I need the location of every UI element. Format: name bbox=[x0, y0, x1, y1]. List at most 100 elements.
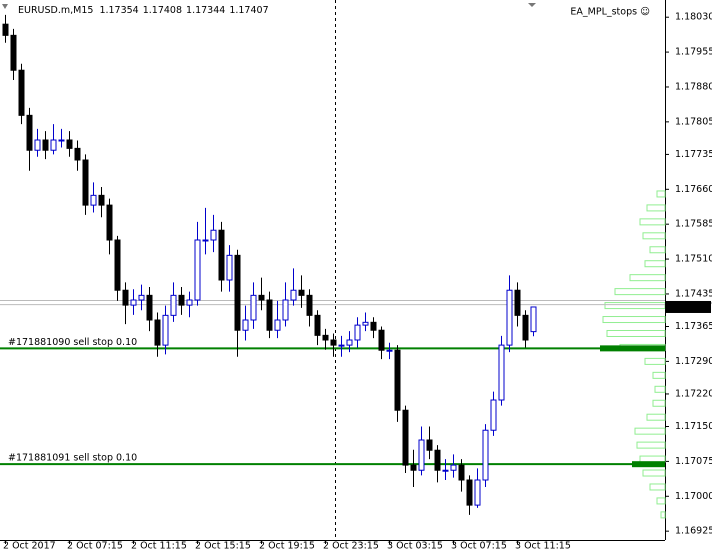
header-high: 1.17408 bbox=[143, 5, 182, 16]
candle-body bbox=[82, 159, 89, 206]
candle-body bbox=[418, 439, 425, 471]
y-tick-label: 1.17805 bbox=[675, 116, 712, 127]
candle-body bbox=[74, 147, 81, 161]
y-tick-label: 1.17955 bbox=[675, 47, 712, 58]
profile-bar bbox=[606, 329, 666, 337]
x-tick-label: 3 Oct 07:15 bbox=[451, 541, 507, 552]
candle-body bbox=[338, 344, 345, 347]
candle-body bbox=[26, 114, 33, 151]
candle-body bbox=[330, 339, 337, 346]
candle-body bbox=[42, 139, 49, 151]
x-tick-label: 2 Oct 07:15 bbox=[67, 541, 123, 552]
candle-body bbox=[386, 349, 393, 352]
candle-body bbox=[378, 329, 385, 351]
y-tick-label: 1.17000 bbox=[675, 491, 712, 502]
candle-body bbox=[186, 299, 193, 306]
profile-bar bbox=[652, 371, 666, 379]
candle-body bbox=[298, 289, 305, 296]
candle-body bbox=[162, 314, 169, 346]
x-tick-label: 2 Oct 23:15 bbox=[323, 541, 379, 552]
candle-body bbox=[130, 299, 137, 306]
candle-body bbox=[354, 324, 361, 341]
last-price-label: 1.17407 bbox=[673, 301, 712, 312]
y-tick-label: 1.17075 bbox=[675, 456, 712, 467]
candle-body bbox=[266, 299, 273, 331]
x-tick-label: 2 Oct 2017 bbox=[3, 541, 56, 552]
candle-body bbox=[90, 194, 97, 206]
candle-body bbox=[226, 254, 233, 281]
x-tick-label: 2 Oct 19:15 bbox=[259, 541, 315, 552]
order-label: #171881091 sell stop 0.10 bbox=[8, 453, 137, 464]
candle-body bbox=[202, 239, 209, 242]
x-tick-label: 3 Oct 03:15 bbox=[387, 541, 443, 552]
y-tick-label: 1.17290 bbox=[675, 356, 712, 367]
candle-body bbox=[402, 409, 409, 466]
candle-body bbox=[290, 289, 297, 301]
y-tick-label: 1.17220 bbox=[675, 388, 712, 399]
header-close: 1.17407 bbox=[229, 5, 268, 16]
order-stop-bar bbox=[632, 461, 665, 468]
profile-bar bbox=[656, 497, 666, 505]
candle-body bbox=[442, 469, 449, 472]
candle-body bbox=[234, 254, 241, 331]
candle-body bbox=[314, 314, 321, 336]
candle-body bbox=[498, 344, 505, 401]
profile-bar bbox=[614, 288, 666, 296]
x-tick-label: 3 Oct 11:15 bbox=[515, 541, 571, 552]
candle-body bbox=[242, 319, 249, 331]
order-label: #171881090 sell stop 0.10 bbox=[8, 337, 137, 348]
candle-body bbox=[178, 294, 185, 306]
candle-body bbox=[194, 239, 201, 301]
y-tick-label: 1.16925 bbox=[675, 526, 712, 537]
profile-bar bbox=[642, 232, 666, 240]
candle-body bbox=[522, 314, 529, 341]
x-tick-label: 2 Oct 11:15 bbox=[131, 541, 187, 552]
candle-body bbox=[322, 334, 329, 341]
candle-body bbox=[218, 229, 225, 281]
profile-bar bbox=[652, 399, 666, 407]
candle-body bbox=[258, 294, 265, 301]
candle-body bbox=[426, 439, 433, 451]
profile-bar bbox=[629, 274, 666, 282]
candle-body bbox=[346, 339, 353, 346]
candle-body bbox=[506, 289, 513, 346]
candle-body bbox=[18, 69, 25, 116]
candle-body bbox=[106, 204, 113, 241]
profile-bar bbox=[639, 218, 666, 226]
candle-body bbox=[58, 139, 65, 142]
profile-bar bbox=[649, 483, 666, 491]
candle-body bbox=[434, 449, 441, 471]
candle-body bbox=[66, 139, 73, 149]
y-tick-label: 1.17735 bbox=[675, 149, 712, 160]
header-low: 1.17344 bbox=[186, 5, 225, 16]
chart-header: EURUSD.m,M15 1.17354 1.17408 1.17344 1.17407 bbox=[18, 5, 269, 16]
y-tick-label: 1.17585 bbox=[675, 219, 712, 230]
candle-body bbox=[146, 294, 153, 321]
candle-body bbox=[530, 306, 537, 333]
profile-bar bbox=[654, 385, 666, 393]
profile-bar bbox=[646, 204, 666, 212]
candle-body bbox=[306, 294, 313, 316]
profile-bar bbox=[644, 260, 666, 268]
candle-body bbox=[362, 321, 369, 326]
candle-body bbox=[410, 464, 417, 471]
y-tick-label: 1.17365 bbox=[675, 321, 712, 332]
candle-body bbox=[122, 289, 129, 306]
y-tick-label: 1.17435 bbox=[675, 288, 712, 299]
profile-bar bbox=[602, 316, 666, 324]
candle-body bbox=[370, 321, 377, 331]
candle-body bbox=[450, 464, 457, 471]
order-stop-bar bbox=[600, 345, 665, 352]
candle-body bbox=[514, 289, 521, 316]
y-tick-label: 1.17510 bbox=[675, 254, 712, 265]
candle-body bbox=[50, 139, 57, 151]
profile-bar bbox=[634, 427, 666, 435]
candle-body bbox=[2, 23, 9, 36]
profile-bar bbox=[636, 441, 666, 449]
y-tick-label: 1.17660 bbox=[675, 184, 712, 195]
candle-body bbox=[98, 194, 105, 206]
y-tick-label: 1.17880 bbox=[675, 81, 712, 92]
candle-body bbox=[114, 239, 121, 291]
